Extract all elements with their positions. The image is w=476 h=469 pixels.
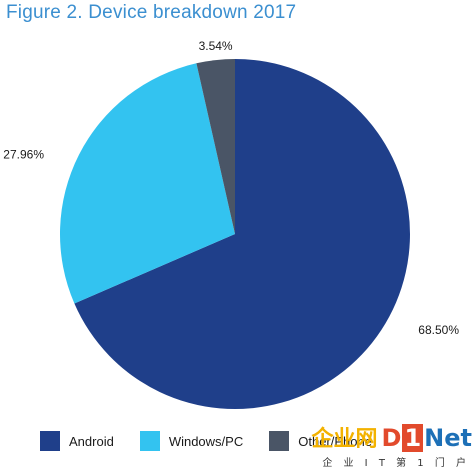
watermark-brand-d: D	[381, 424, 402, 452]
pie-slice-other-phone	[196, 59, 235, 234]
chart-legend: Android Windows/PC Other/Phone	[40, 431, 372, 451]
pie-label-windows-pc: 27.96%	[3, 148, 44, 162]
pie-label-other-phone: 3.54%	[199, 39, 233, 53]
pie-slice-android	[74, 59, 410, 409]
watermark-logo: 企业网 D 1 Net	[312, 424, 472, 454]
watermark-brand-one: 1	[402, 424, 424, 452]
site-watermark: 企业网 D 1 Net 企 业 I T 第 1 门 户	[294, 424, 472, 469]
pie-value-labels: 68.50% 27.96% 3.54%	[3, 39, 459, 337]
watermark-brand-net: Net	[424, 424, 472, 452]
legend-swatch-windows-pc	[139, 431, 160, 451]
legend-swatch-android	[40, 431, 60, 451]
legend-label-android: Android	[69, 433, 114, 449]
pie-slices	[59, 59, 410, 409]
pie-slice-windows-pc	[59, 63, 236, 304]
legend-item-android: Android	[40, 431, 114, 451]
legend-swatch-other-phone	[269, 431, 290, 451]
watermark-subtitle: 企 业 I T 第 1 门 户	[322, 458, 470, 469]
legend-label-windows-pc: Windows/PC	[168, 433, 244, 449]
pie-label-android: 68.50%	[418, 323, 459, 337]
watermark-brand-cn: 企业网	[311, 427, 378, 452]
legend-item-windows-pc: Windows/PC	[139, 431, 244, 451]
legend-item-other-phone: Other/Phone	[269, 431, 372, 451]
chart-title: Figure 2. Device breakdown 2017	[6, 2, 297, 23]
legend-label-other-phone: Other/Phone	[298, 433, 372, 449]
